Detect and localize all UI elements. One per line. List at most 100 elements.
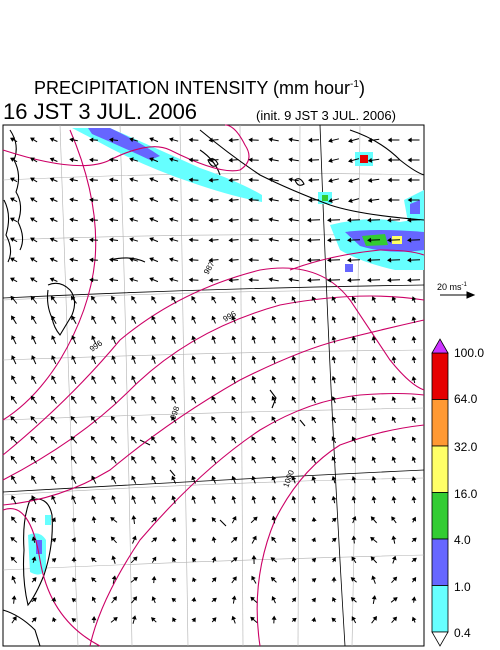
wind-vector-head (248, 177, 253, 183)
wind-vector-head (308, 197, 313, 203)
wind-vector-head (51, 355, 56, 360)
wind-vector-head (208, 217, 213, 223)
wind-vector-head (151, 395, 156, 401)
wind-vector-head (30, 137, 35, 142)
wind-vector-head (371, 316, 377, 321)
wind-vector-head (212, 597, 217, 603)
wind-vector-head (188, 217, 193, 223)
wind-vector-head (109, 237, 114, 243)
wind-vector-head (391, 336, 397, 341)
wind-vector-head (111, 555, 117, 561)
wind-vector-head (131, 455, 136, 461)
wind-vector-head (51, 558, 57, 563)
wind-vector-head (109, 157, 114, 163)
wind-vector-head (12, 616, 17, 621)
wind-vector-head (208, 237, 213, 243)
wind-vector-head (31, 335, 36, 340)
wind-vector-head (271, 315, 277, 321)
wind-vector-head (111, 575, 117, 580)
wind-vector-head (351, 355, 357, 361)
wind-vector-head (288, 197, 293, 203)
wind-vector-head (30, 415, 36, 421)
wind-vector-head (367, 177, 373, 183)
wind-vector-head (371, 436, 377, 442)
wind-vector-head (71, 335, 76, 340)
wind-vector-head (71, 455, 76, 461)
wind-vector-head (151, 596, 157, 602)
wind-vector-head (191, 295, 196, 301)
wind-vector-head (69, 177, 74, 183)
wind-vector-head (71, 597, 77, 603)
wind-vector-head (149, 197, 154, 202)
wind-vector-head (331, 557, 336, 562)
wind-vector-head (347, 257, 352, 263)
wind-vector-head (231, 315, 237, 321)
wind-vector-head (50, 295, 56, 301)
wind-vector-head (111, 355, 116, 361)
wind-vector-head (367, 137, 373, 143)
wind-vector-head (392, 597, 398, 602)
wind-vector-head (191, 538, 197, 543)
wind-vector-head (50, 455, 56, 461)
init-time: (init. 9 JST 3 JUL. 2006) (256, 108, 396, 123)
wind-vector-head (131, 615, 137, 620)
isobar-7 (256, 424, 425, 647)
wind-vector-head (32, 597, 37, 603)
wind-vector-head (291, 576, 297, 582)
wind-vector-head (228, 217, 233, 223)
islet-2 (294, 178, 305, 186)
wind-vector-head (311, 557, 317, 563)
valid-time: 16 JST 3 JUL. 2006 (3, 99, 198, 124)
wind-vector-head (168, 197, 174, 202)
wind-vector-head (250, 616, 255, 622)
wind-vector-head (271, 355, 277, 361)
wind-vector-head (347, 277, 352, 283)
wind-vector-head (228, 257, 233, 263)
okinawa-islands (269, 389, 306, 427)
wind-vector-head (91, 495, 96, 501)
wind-vector-head (131, 355, 137, 360)
wind-vector-head (191, 617, 196, 623)
wind-vector-head (133, 577, 138, 582)
wind-vector-head (11, 575, 16, 581)
wind-vector-head (10, 257, 15, 262)
wind-vector-head (251, 335, 257, 341)
wind-vector-head (208, 137, 213, 143)
wind-vector-head (168, 157, 174, 162)
wind-vector-head (391, 535, 397, 540)
wind-vector-head (91, 616, 97, 621)
wind-vector-head (31, 475, 36, 481)
wind-vector-head (49, 197, 55, 203)
wind-vector-head (252, 516, 258, 522)
wind-vector-head (391, 456, 397, 461)
wind-vector-head (411, 476, 417, 481)
colorbar-over-triangle (431, 338, 449, 354)
wind-vector-head (407, 257, 412, 263)
wind-vector-head (191, 495, 197, 501)
isobar-3 (2, 267, 425, 456)
wind-vector-head (271, 615, 277, 620)
wind-vector-head (49, 277, 55, 283)
wind-vector-head (109, 177, 114, 183)
wind-vector-head (350, 597, 356, 602)
kyushu-coast (46, 282, 76, 336)
wind-vector-head (131, 315, 136, 321)
philippine-coast (2, 609, 41, 647)
wind-vector-head (171, 597, 177, 603)
wind-vector-head (131, 295, 136, 301)
wind-vector-head (248, 237, 253, 243)
rain-taiwan-2 (36, 540, 42, 554)
wind-vector-head (387, 137, 392, 143)
wind-vector-head (228, 197, 233, 203)
wind-vector-head (411, 296, 417, 302)
wind-vector-head (407, 197, 412, 203)
wind-vector-head (151, 355, 156, 361)
wind-vector-head (407, 157, 412, 163)
wind-vector-head (49, 257, 55, 263)
wind-vector-head (91, 315, 96, 321)
wind-vector-head (311, 355, 317, 361)
wind-vector-head (10, 237, 15, 242)
wind-vector-head (370, 516, 376, 521)
wind-vector-head (90, 435, 96, 441)
shikoku-coast (109, 257, 146, 263)
